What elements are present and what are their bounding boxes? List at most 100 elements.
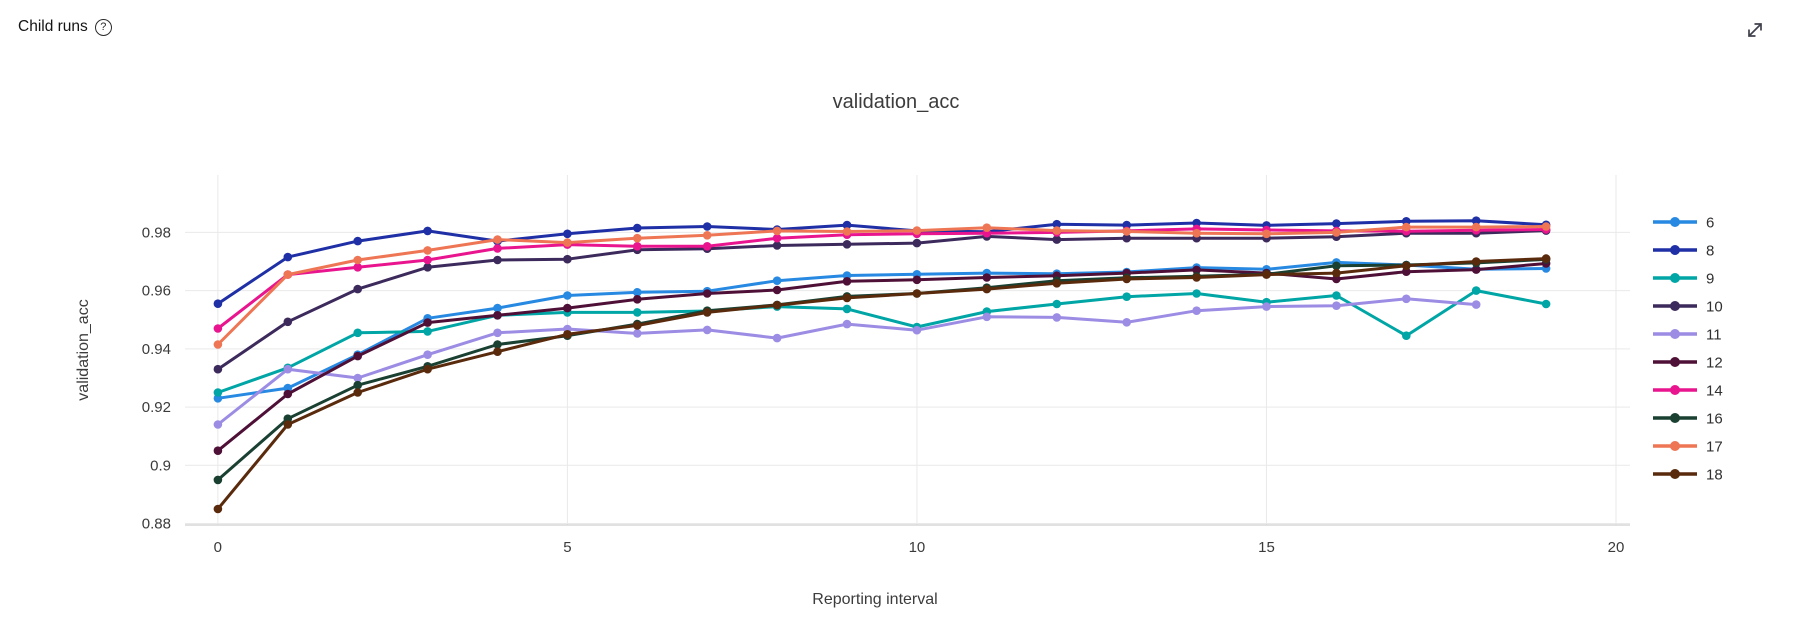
series-point-11 xyxy=(353,373,363,383)
legend-item-18[interactable]: 18 xyxy=(1653,467,1723,484)
series-point-8 xyxy=(213,299,223,309)
series-point-11 xyxy=(1332,301,1341,311)
legend-item-6[interactable]: 6 xyxy=(1653,215,1714,232)
series-line-14 xyxy=(216,227,1547,330)
series-point-8 xyxy=(633,223,642,233)
series-point-9 xyxy=(1541,299,1551,309)
series-point-12 xyxy=(283,389,293,399)
series-line-9 xyxy=(217,289,1547,394)
series-point-6 xyxy=(563,291,572,300)
series-point-12 xyxy=(633,295,642,304)
legend-item-8[interactable]: 8 xyxy=(1653,243,1714,260)
series-point-18 xyxy=(772,300,782,310)
series-point-6 xyxy=(283,383,293,393)
legend-label-18: 18 xyxy=(1706,467,1723,484)
legend-item-16[interactable]: 16 xyxy=(1653,411,1723,428)
series-point-17 xyxy=(1052,226,1062,235)
series-point-10 xyxy=(912,238,922,248)
legend-swatch-dot-6 xyxy=(1670,217,1680,227)
series-point-12 xyxy=(1402,267,1411,277)
expand-icon[interactable] xyxy=(1743,18,1767,42)
series-point-18 xyxy=(842,293,852,303)
series-point-9 xyxy=(633,308,642,317)
series-point-17 xyxy=(1192,228,1201,238)
series-point-10 xyxy=(493,255,502,265)
series-point-16 xyxy=(213,475,223,485)
series-point-8 xyxy=(353,236,363,246)
x-axis-title: Reporting interval xyxy=(812,591,937,608)
legend-swatch-dot-18 xyxy=(1670,469,1680,479)
series-point-18 xyxy=(423,364,432,374)
y-tick-label: 0.9 xyxy=(150,457,171,474)
series-line-8 xyxy=(217,219,1547,305)
series-point-8 xyxy=(1192,218,1201,228)
series-point-16 xyxy=(493,340,502,349)
legend-item-11[interactable]: 11 xyxy=(1653,327,1722,344)
series-point-18 xyxy=(1122,274,1131,284)
series-point-10 xyxy=(353,284,363,294)
legend-label-8: 8 xyxy=(1706,243,1714,260)
series-point-18 xyxy=(1471,257,1481,266)
legend-item-10[interactable]: 10 xyxy=(1653,299,1723,316)
legend-swatch-dot-16 xyxy=(1670,413,1680,423)
legend-label-6: 6 xyxy=(1706,215,1714,232)
series-point-11 xyxy=(842,319,852,329)
series-point-11 xyxy=(493,328,502,338)
series-line-17 xyxy=(216,225,1547,346)
series-point-10 xyxy=(283,317,293,327)
series-point-9 xyxy=(423,327,432,336)
chart-title: validation_acc xyxy=(833,91,960,113)
series-point-14 xyxy=(772,233,782,243)
series-point-17 xyxy=(1262,229,1271,239)
series-point-17 xyxy=(213,340,223,349)
x-tick-label: 5 xyxy=(563,539,571,556)
help-icon[interactable]: ? xyxy=(94,18,112,36)
series-point-14 xyxy=(423,255,432,265)
series-line-11 xyxy=(216,297,1477,426)
legend-swatch-dot-11 xyxy=(1670,329,1680,339)
series-point-8 xyxy=(842,220,852,230)
series-point-9 xyxy=(213,388,223,397)
x-tick-label: 10 xyxy=(909,539,926,556)
series-point-11 xyxy=(1402,294,1411,304)
series-point-17 xyxy=(563,238,572,247)
series-line-10 xyxy=(217,229,1547,371)
legend-item-14[interactable]: 14 xyxy=(1653,383,1723,400)
help-icon-glyph: ? xyxy=(100,21,107,33)
series-point-17 xyxy=(633,233,642,243)
series-point-11 xyxy=(982,312,992,322)
legend-label-11: 11 xyxy=(1706,327,1722,344)
series-point-6 xyxy=(633,288,642,297)
series-point-17 xyxy=(1122,227,1131,236)
legend-item-17[interactable]: 17 xyxy=(1653,439,1723,456)
legend-label-17: 17 xyxy=(1706,439,1723,456)
series-point-8 xyxy=(1471,216,1481,225)
y-axis-title: validation_acc xyxy=(75,299,92,400)
x-tick-label: 20 xyxy=(1608,539,1625,556)
panel-title: Child runs xyxy=(18,18,88,35)
series-point-12 xyxy=(423,318,432,327)
series-point-11 xyxy=(213,420,223,429)
series-line-18 xyxy=(216,257,1547,510)
series-point-9 xyxy=(1332,291,1341,300)
legend-swatch-dot-10 xyxy=(1670,301,1680,311)
series-point-17 xyxy=(423,246,432,255)
series-point-11 xyxy=(1192,306,1201,316)
series-point-14 xyxy=(493,244,502,253)
series-line-12 xyxy=(216,262,1547,452)
series-point-12 xyxy=(982,273,992,282)
series-point-17 xyxy=(1541,222,1551,231)
legend-swatch-dot-12 xyxy=(1670,357,1680,367)
legend-item-9[interactable]: 9 xyxy=(1653,271,1714,288)
series-point-17 xyxy=(1471,222,1481,232)
series-point-18 xyxy=(912,289,922,298)
series-point-8 xyxy=(702,222,712,231)
series-point-18 xyxy=(1052,279,1062,288)
series-point-12 xyxy=(702,289,712,298)
legend-item-12[interactable]: 12 xyxy=(1653,355,1723,372)
y-tick-label: 0.96 xyxy=(142,283,171,300)
x-tick-label: 0 xyxy=(214,539,222,556)
series-point-18 xyxy=(1402,261,1411,271)
series-point-9 xyxy=(1122,292,1131,302)
